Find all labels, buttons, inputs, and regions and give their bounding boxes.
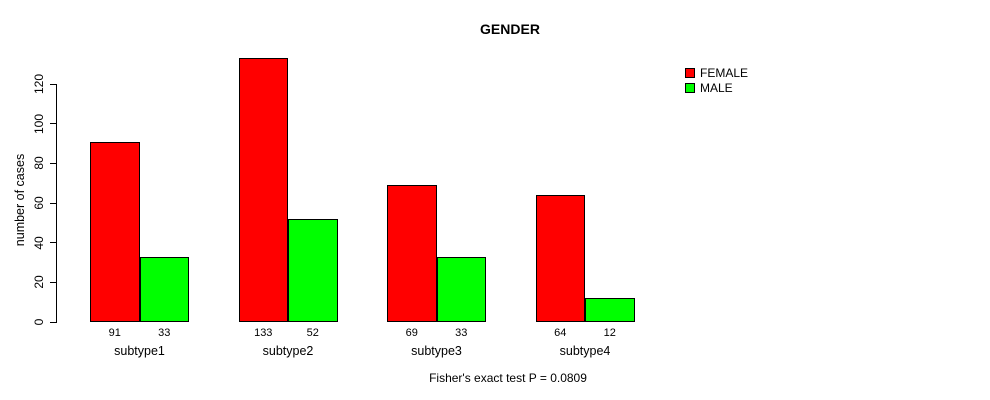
bar-male-subtype3 bbox=[436, 256, 486, 322]
legend: FEMALE MALE bbox=[685, 65, 748, 95]
y-tick-mark bbox=[50, 162, 56, 164]
bar-male-subtype4 bbox=[585, 298, 635, 322]
legend-label: MALE bbox=[700, 80, 733, 95]
bar-value-label: 33 bbox=[455, 327, 468, 339]
bar-value-label: 69 bbox=[405, 327, 418, 339]
chart-title: GENDER bbox=[480, 21, 540, 37]
y-tick-label: 100 bbox=[32, 113, 46, 134]
x-category-label-subtype3: subtype3 bbox=[411, 344, 462, 358]
bar-male-subtype2 bbox=[288, 218, 338, 322]
y-tick-mark bbox=[50, 281, 56, 283]
y-tick-label: 0 bbox=[32, 318, 46, 326]
y-axis-line bbox=[56, 84, 57, 323]
bar-female-subtype3 bbox=[387, 185, 437, 322]
bar-value-label: 64 bbox=[554, 327, 567, 339]
y-tick-label: 20 bbox=[32, 275, 46, 290]
bar-female-subtype1 bbox=[90, 141, 140, 322]
y-tick-mark bbox=[50, 123, 56, 125]
y-axis-title: number of cases bbox=[13, 153, 27, 247]
bar-value-label: 52 bbox=[306, 327, 319, 339]
y-tick-mark bbox=[50, 83, 56, 85]
y-tick-label: 40 bbox=[32, 235, 46, 250]
x-category-label-subtype4: subtype4 bbox=[559, 344, 611, 358]
x-category-label-subtype1: subtype1 bbox=[114, 344, 165, 358]
bar-female-subtype2 bbox=[238, 58, 288, 322]
y-tick-mark bbox=[50, 242, 56, 244]
legend-item-female: FEMALE bbox=[685, 65, 748, 80]
y-tick-label: 60 bbox=[32, 196, 46, 210]
bar-value-label: 91 bbox=[108, 327, 121, 339]
legend-item-male: MALE bbox=[685, 80, 748, 95]
legend-swatch-male bbox=[685, 82, 695, 93]
y-tick-mark bbox=[50, 321, 56, 323]
y-tick-label: 120 bbox=[32, 73, 46, 95]
bar-female-subtype4 bbox=[535, 195, 585, 322]
legend-swatch-female bbox=[685, 67, 695, 78]
bar-value-label: 12 bbox=[603, 327, 616, 339]
bar-male-subtype1 bbox=[139, 256, 189, 322]
bar-value-label: 133 bbox=[254, 327, 273, 339]
y-tick-label: 80 bbox=[32, 156, 46, 171]
y-tick-mark bbox=[50, 202, 56, 204]
x-category-label-subtype2: subtype2 bbox=[262, 344, 314, 358]
bar-value-label: 33 bbox=[158, 327, 171, 339]
legend-label: FEMALE bbox=[700, 65, 749, 80]
caption-text: Fisher's exact test P = 0.0809 bbox=[429, 371, 587, 385]
